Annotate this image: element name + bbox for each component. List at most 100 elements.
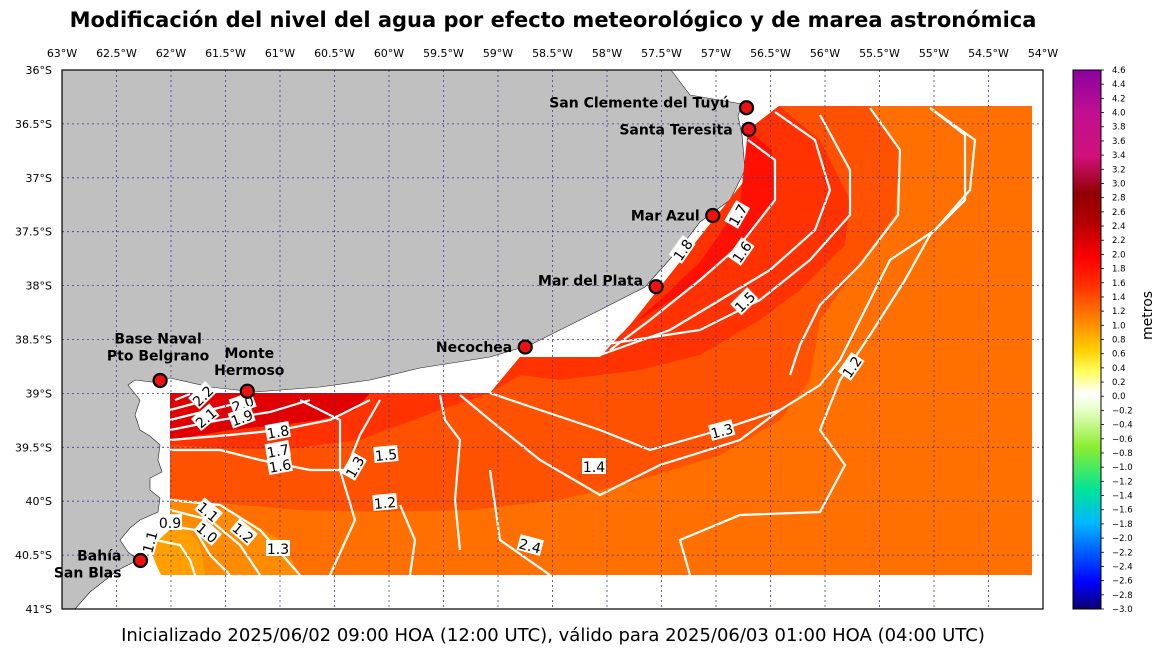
contour-label: 1.8: [264, 421, 292, 443]
station-marker[interactable]: Bahía San Blas: [54, 548, 149, 581]
station-marker[interactable]: Santa Teresita: [619, 121, 757, 138]
svg-text:1.1: 1.1: [140, 529, 161, 555]
colorbar-tick-label: −0.6: [1112, 435, 1133, 445]
station-dot: [517, 339, 533, 355]
colorbar-tick-label: 2.8: [1112, 194, 1126, 204]
stations: San Clemente del Tuyú Santa Teresita Mar A…: [54, 96, 757, 581]
colorbar-tick-label: −1.4: [1112, 492, 1133, 502]
station-label: Monte Hermoso: [214, 346, 285, 379]
latitude-ticks: 36°S 36.5°S 37°S 37.5°S 38°S 38.5°S 39°S 39.5°S…: [15, 64, 52, 616]
colorbar-tick-label: 0.2: [1112, 378, 1126, 388]
colorbar-tick-label: 4.6: [1112, 66, 1126, 76]
init-valid-caption: Inicializado 2025/06/02 09:00 HOA (12:00…: [121, 625, 985, 646]
station-dot: [152, 372, 168, 389]
lat-tick-label: 40°S: [26, 495, 52, 508]
colorbar-tick-label: 0.4: [1112, 364, 1126, 374]
station-label: San Clemente del Tuyú: [549, 96, 729, 112]
colorbar-tick-label: 2.6: [1112, 208, 1126, 218]
colorbar-tick-label: 3.0: [1112, 179, 1126, 189]
colorbar: [1072, 69, 1102, 610]
lon-tick-label: 56.5°W: [750, 47, 791, 60]
station-dot: [741, 121, 757, 137]
svg-text:0.9: 0.9: [159, 516, 181, 532]
station-marker[interactable]: Mar Azul: [631, 207, 721, 225]
colorbar-tick-label: 1.6: [1112, 279, 1126, 289]
lon-tick-label: 61°W: [265, 47, 295, 60]
lon-tick-label: 60.5°W: [314, 47, 355, 60]
lon-tick-label: 62°W: [156, 47, 186, 60]
station-marker[interactable]: Monte Hermoso: [214, 346, 285, 399]
colorbar-tick-label: 0.8: [1112, 336, 1126, 346]
colorbar-tick-label: 3.4: [1112, 151, 1126, 161]
colorbar-tick-label: −0.2: [1112, 406, 1133, 416]
lat-tick-label: 36°S: [26, 64, 52, 77]
lon-tick-label: 54.5°W: [968, 47, 1009, 60]
contour-label: 2.4: [516, 534, 544, 558]
colorbar-ticks: 4.6 4.4 4.2 4.0 3.8 3.6 3.4 3.2 3.0 2.8 2.6 2.4 2.2 2…: [1101, 66, 1133, 615]
station-label: Santa Teresita: [619, 122, 732, 138]
svg-text:1.4: 1.4: [583, 460, 605, 476]
colorbar-tick-label: −2.6: [1112, 577, 1133, 587]
colorbar-tick-label: 1.8: [1112, 265, 1126, 275]
colorbar-tick-label: −1.8: [1112, 520, 1133, 530]
contour-label: 1.5: [373, 444, 399, 465]
svg-text:1.3: 1.3: [267, 542, 289, 558]
svg-text:1.6: 1.6: [268, 457, 293, 477]
colorbar-tick-label: 0.6: [1112, 350, 1126, 360]
lat-tick-label: 38.5°S: [15, 334, 52, 347]
colorbar-tick-label: −2.2: [1112, 548, 1133, 558]
station-marker[interactable]: San Clemente del Tuyú: [549, 96, 755, 116]
station-dot: [239, 383, 255, 399]
station-marker[interactable]: Base Naval Pto Belgrano: [107, 331, 210, 389]
svg-text:2.4: 2.4: [517, 536, 543, 557]
colorbar-tick-label: −1.2: [1112, 477, 1133, 487]
colorbar-tick-label: −2.4: [1112, 562, 1133, 572]
colorbar-tick-label: −0.4: [1112, 421, 1133, 431]
surge-field-bay-peak: [170, 393, 370, 440]
colorbar-tick-label: 4.0: [1112, 109, 1126, 119]
colorbar-tick-label: 3.2: [1112, 165, 1126, 175]
lat-tick-label: 39°S: [26, 387, 52, 400]
colorbar-tick-label: 4.4: [1112, 80, 1126, 90]
station-dot: [705, 207, 721, 224]
lat-tick-label: 37°S: [26, 172, 52, 185]
lon-tick-label: 58.5°W: [532, 47, 573, 60]
lon-tick-label: 60°W: [374, 47, 404, 60]
lat-tick-label: 37.5°S: [15, 226, 52, 239]
colorbar-tick-label: 2.4: [1112, 222, 1126, 232]
contour-label: 1.6: [266, 455, 294, 477]
contour-label: 1.7: [264, 440, 292, 462]
lon-tick-label: 55°W: [919, 47, 949, 60]
station-label: Mar del Plata: [538, 274, 643, 290]
svg-text:1.2: 1.2: [373, 495, 397, 513]
svg-text:1.3: 1.3: [709, 421, 735, 442]
lon-tick-label: 56°W: [810, 47, 840, 60]
station-marker[interactable]: Mar del Plata: [538, 274, 664, 295]
colorbar-tick-label: 1.2: [1112, 307, 1126, 317]
lon-tick-label: 62.5°W: [96, 47, 137, 60]
colorbar-tick-label: 2.2: [1112, 236, 1126, 246]
colorbar-tick-label: −0.8: [1112, 449, 1133, 459]
colorbar-tick-label: 3.8: [1112, 123, 1126, 133]
station-label: Base Naval Pto Belgrano: [107, 331, 210, 364]
station-marker[interactable]: Necochea: [436, 339, 533, 356]
lon-tick-label: 54°W: [1028, 47, 1058, 60]
svg-text:1.9: 1.9: [229, 408, 255, 431]
contour-label: 1.2: [372, 492, 398, 513]
contour-label: 1.1: [138, 528, 162, 556]
graticule: [62, 70, 1043, 609]
lon-tick-label: 61.5°W: [205, 47, 246, 60]
lat-tick-label: 39.5°S: [15, 441, 52, 454]
colorbar-tick-label: −2.8: [1112, 591, 1133, 601]
lon-tick-label: 55.5°W: [859, 47, 900, 60]
colorbar-tick-label: 1.4: [1112, 293, 1126, 303]
colorbar-label: metros: [1140, 290, 1156, 340]
contour-label: 0.9: [158, 514, 182, 532]
colorbar-tick-label: −3.0: [1112, 605, 1133, 615]
contour-label: 1.4: [582, 458, 606, 476]
station-dot: [648, 279, 664, 295]
lon-tick-label: 57°W: [701, 47, 731, 60]
map-frame: [61, 69, 1044, 610]
lat-tick-label: 36.5°S: [15, 118, 52, 131]
